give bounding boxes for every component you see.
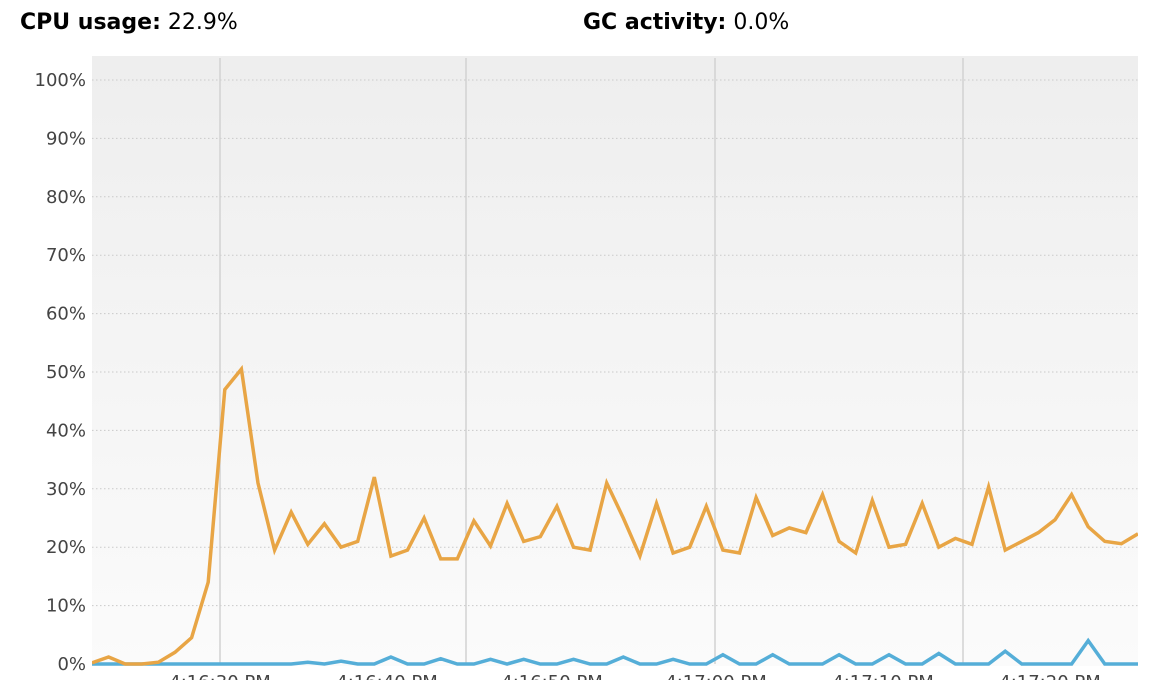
y-tick-label: 90%	[46, 128, 86, 149]
cpu-usage-value: 22.9%	[167, 10, 238, 35]
y-tick-label: 70%	[46, 245, 86, 266]
y-tick-label: 20%	[46, 537, 86, 558]
x-tick-label: 4:17:10 PM	[832, 672, 934, 680]
cpu-usage-stat: CPU usage: 22.9%	[20, 8, 238, 38]
y-tick-label: 50%	[46, 362, 86, 383]
gc-activity-stat: GC activity: 0.0%	[583, 8, 789, 38]
x-tick-label: 4:16:50 PM	[501, 672, 603, 680]
x-tick-label: 4:17:00 PM	[665, 672, 767, 680]
gc-activity-value: 0.0%	[733, 10, 790, 35]
grid	[92, 58, 1138, 664]
x-axis-ticks: 4:16:30 PM 4:16:40 PM 4:16:50 PM 4:17:00 PM…	[169, 672, 1101, 680]
y-axis-ticks: 0% 10% 20% 30% 40% 50% 60% 70% 80% 90% 100%	[35, 70, 86, 675]
gc-activity-label: GC activity:	[583, 10, 727, 35]
stats-header: CPU usage: 22.9% GC activity: 0.0%	[20, 8, 1138, 42]
x-tick-label: 4:17:20 PM	[999, 672, 1101, 680]
gc-activity-series-line	[92, 637, 1138, 666]
y-tick-label: 100%	[35, 70, 86, 91]
cpu-usage-series-line	[92, 364, 1138, 666]
x-tick-label: 4:16:30 PM	[169, 672, 271, 680]
y-tick-label: 10%	[46, 596, 86, 617]
x-tick-label: 4:16:40 PM	[336, 672, 438, 680]
y-tick-label: 0%	[57, 654, 86, 675]
cpu-usage-label: CPU usage:	[20, 10, 161, 35]
series	[92, 364, 1138, 666]
y-tick-label: 40%	[46, 420, 86, 441]
y-tick-label: 30%	[46, 479, 86, 500]
plot-background	[92, 56, 1138, 666]
y-tick-label: 80%	[46, 187, 86, 208]
y-tick-label: 60%	[46, 304, 86, 325]
